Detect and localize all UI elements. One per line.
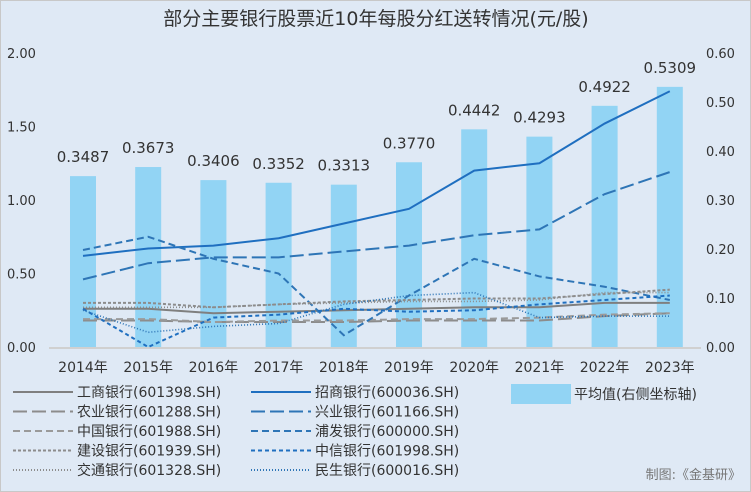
bar	[461, 129, 488, 347]
left-tick-label: 0.00	[7, 341, 36, 356]
x-tick-label: 2018年	[319, 360, 369, 376]
legend-label: 中信银行(601998.SH)	[315, 444, 459, 460]
bar	[200, 180, 227, 347]
series-line	[83, 291, 670, 309]
legend-swatch-bar	[511, 384, 571, 404]
right-tick-label: 0.20	[706, 243, 735, 258]
bar-data-label: 0.3406	[187, 152, 240, 170]
bar	[591, 105, 618, 348]
series-line	[83, 288, 670, 309]
bar-data-label: 0.3770	[383, 134, 436, 152]
legend-label: 建设银行(601939.SH)	[77, 444, 221, 460]
x-tick-label: 2016年	[189, 360, 239, 376]
bar-data-label: 0.5309	[644, 59, 697, 77]
bar-data-label: 0.4293	[513, 109, 566, 127]
series-line	[82, 171, 671, 281]
left-tick-label: 1.50	[7, 121, 36, 136]
legend-label: 平均值(右侧坐标轴)	[574, 387, 697, 403]
right-tick-label: 0.60	[706, 47, 735, 62]
legend-label: 招商银行(600036.SH)	[315, 385, 459, 401]
left-tick-label: 0.50	[7, 268, 36, 283]
legend-label: 民生银行(600016.SH)	[315, 463, 459, 479]
series-line	[83, 312, 670, 324]
legend-label: 浦发银行(600000.SH)	[315, 424, 459, 440]
x-tick-label: 2017年	[254, 360, 304, 376]
bar-data-label: 0.3487	[57, 148, 110, 166]
bar-data-label: 0.3313	[318, 157, 371, 175]
series-line	[82, 291, 670, 334]
x-tick-label: 2014年	[58, 360, 108, 376]
right-tick-label: 0.50	[706, 96, 735, 111]
bar-data-label: 0.3673	[122, 139, 175, 157]
bar-data-label: 0.4442	[448, 101, 501, 119]
series-line	[82, 235, 670, 337]
bar	[135, 167, 162, 347]
right-tick-label: 0.10	[706, 292, 735, 307]
bar	[396, 162, 422, 347]
x-tick-label: 2020年	[449, 360, 499, 376]
x-tick-label: 2015年	[123, 360, 173, 376]
right-tick-label: 0.40	[706, 145, 735, 160]
chart-title: 部分主要银行股票近10年每股分红送转情况(元/股)	[163, 8, 588, 30]
legend-label: 工商银行(601398.SH)	[77, 385, 221, 401]
source-note: 制图:《金基研》	[646, 467, 741, 483]
series-line	[82, 294, 670, 349]
legend-label: 中国银行(601988.SH)	[77, 424, 221, 440]
bar	[526, 136, 553, 347]
bar	[656, 86, 683, 347]
left-tick-label: 2.00	[7, 47, 36, 62]
x-tick-label: 2019年	[384, 360, 434, 376]
series-line	[82, 90, 671, 257]
series-line	[83, 301, 670, 315]
right-tick-label: 0.00	[706, 341, 735, 356]
right-tick-label: 0.30	[706, 194, 735, 209]
x-tick-label: 2023年	[645, 360, 695, 376]
legend-label: 兴业银行(601166.SH)	[315, 405, 459, 421]
x-tick-label: 2022年	[580, 360, 630, 376]
bar-data-label: 0.4922	[578, 78, 631, 96]
x-tick-label: 2021年	[515, 360, 565, 376]
legend-label: 农业银行(601288.SH)	[77, 405, 221, 421]
legend-label: 交通银行(601328.SH)	[77, 462, 221, 479]
left-tick-label: 1.00	[7, 194, 36, 209]
bar-data-label: 0.3352	[252, 155, 305, 173]
